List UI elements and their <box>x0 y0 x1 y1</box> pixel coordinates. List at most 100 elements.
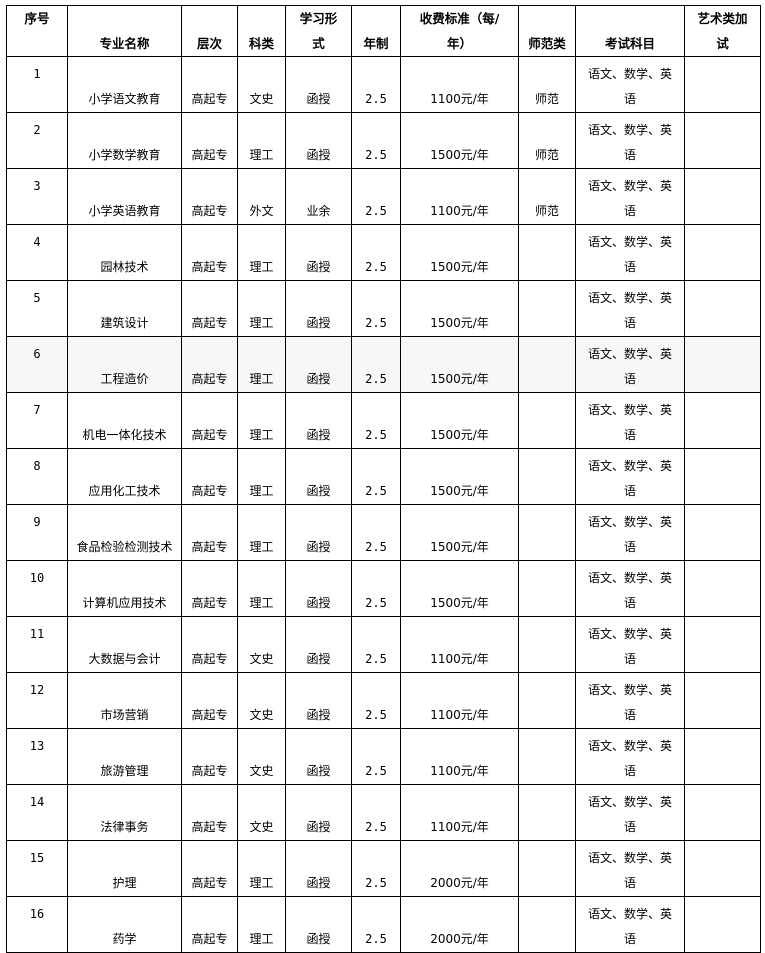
header-art-line2: 试 <box>716 36 729 51</box>
cell-fee: 1100元/年 <box>400 56 519 113</box>
cell-normal <box>518 224 576 281</box>
cell-years: 2.5 <box>351 280 401 337</box>
subjects-line1: 语文、数学、英 <box>587 739 672 753</box>
cell-no: 15 <box>6 840 68 897</box>
cell-category: 文史 <box>237 728 286 785</box>
subjects-line1: 语文、数学、英 <box>587 347 672 361</box>
cell-category: 理工 <box>237 896 286 953</box>
subjects-line1: 语文、数学、英 <box>587 571 672 585</box>
cell-years: 2.5 <box>351 616 401 673</box>
cell-normal <box>518 448 576 505</box>
cell-fee: 2000元/年 <box>400 840 519 897</box>
cell-major: 计算机应用技术 <box>67 560 182 617</box>
subjects-line1: 语文、数学、英 <box>587 235 672 249</box>
table-row: 5 建筑设计 高起专 理工 函授 2.5 1500元/年 语文、数学、英语 <box>6 280 761 337</box>
cell-years: 2.5 <box>351 56 401 113</box>
cell-subjects: 语文、数学、英语 <box>575 280 685 337</box>
cell-level: 高起专 <box>181 224 238 281</box>
cell-years: 2.5 <box>351 896 401 953</box>
cell-no: 16 <box>6 896 68 953</box>
table-row: 8 应用化工技术 高起专 理工 函授 2.5 1500元/年 语文、数学、英语 <box>6 448 761 505</box>
table-row: 7 机电一体化技术 高起专 理工 函授 2.5 1500元/年 语文、数学、英语 <box>6 392 761 449</box>
subjects-line2: 语 <box>623 484 636 498</box>
cell-no: 10 <box>6 560 68 617</box>
subjects-line2: 语 <box>623 260 636 274</box>
table-row: 15 护理 高起专 理工 函授 2.5 2000元/年 语文、数学、英语 <box>6 840 761 897</box>
subjects-line1: 语文、数学、英 <box>587 459 672 473</box>
cell-level: 高起专 <box>181 784 238 841</box>
cell-normal <box>518 392 576 449</box>
cell-years: 2.5 <box>351 728 401 785</box>
cell-fee: 1500元/年 <box>400 504 519 561</box>
cell-fee: 2000元/年 <box>400 896 519 953</box>
cell-subjects: 语文、数学、英语 <box>575 168 685 225</box>
subjects-line1: 语文、数学、英 <box>587 907 672 921</box>
subjects-line2: 语 <box>623 204 636 218</box>
cell-years: 2.5 <box>351 504 401 561</box>
cell-no: 12 <box>6 672 68 729</box>
cell-major: 大数据与会计 <box>67 616 182 673</box>
cell-subjects: 语文、数学、英语 <box>575 560 685 617</box>
cell-mode: 函授 <box>285 672 352 729</box>
subjects-line2: 语 <box>623 428 636 442</box>
table-row: 14 法律事务 高起专 文史 函授 2.5 1100元/年 语文、数学、英语 <box>6 784 761 841</box>
cell-mode: 函授 <box>285 112 352 169</box>
table-row: 9 食品检验检测技术 高起专 理工 函授 2.5 1500元/年 语文、数学、英语 <box>6 504 761 561</box>
cell-mode: 函授 <box>285 896 352 953</box>
header-no: 序号 <box>6 5 68 57</box>
cell-years: 2.5 <box>351 840 401 897</box>
cell-major: 护理 <box>67 840 182 897</box>
table-row: 4 园林技术 高起专 理工 函授 2.5 1500元/年 语文、数学、英语 <box>6 224 761 281</box>
cell-mode: 函授 <box>285 784 352 841</box>
cell-mode: 函授 <box>285 728 352 785</box>
subjects-line1: 语文、数学、英 <box>587 795 672 809</box>
table-row: 3 小学英语教育 高起专 外文 业余 2.5 1100元/年 师范 语文、数学、英语 <box>6 168 761 225</box>
cell-major: 药学 <box>67 896 182 953</box>
cell-major: 建筑设计 <box>67 280 182 337</box>
cell-level: 高起专 <box>181 280 238 337</box>
cell-category: 理工 <box>237 224 286 281</box>
table-row: 10 计算机应用技术 高起专 理工 函授 2.5 1500元/年 语文、数学、英语 <box>6 560 761 617</box>
cell-level: 高起专 <box>181 336 238 393</box>
cell-fee: 1100元/年 <box>400 672 519 729</box>
header-fee-line2: 年） <box>446 36 472 51</box>
cell-art <box>684 560 761 617</box>
cell-category: 理工 <box>237 448 286 505</box>
cell-category: 文史 <box>237 616 286 673</box>
cell-level: 高起专 <box>181 840 238 897</box>
subjects-line2: 语 <box>623 652 636 666</box>
cell-no: 2 <box>6 112 68 169</box>
cell-category: 理工 <box>237 504 286 561</box>
cell-years: 2.5 <box>351 560 401 617</box>
cell-no: 5 <box>6 280 68 337</box>
header-years: 年制 <box>351 5 401 57</box>
cell-fee: 1100元/年 <box>400 616 519 673</box>
cell-mode: 函授 <box>285 336 352 393</box>
cell-years: 2.5 <box>351 448 401 505</box>
cell-art <box>684 392 761 449</box>
cell-normal: 师范 <box>518 168 576 225</box>
table-row: 13 旅游管理 高起专 文史 函授 2.5 1100元/年 语文、数学、英语 <box>6 728 761 785</box>
cell-subjects: 语文、数学、英语 <box>575 616 685 673</box>
cell-no: 11 <box>6 616 68 673</box>
cell-mode: 业余 <box>285 168 352 225</box>
cell-category: 理工 <box>237 840 286 897</box>
cell-art <box>684 112 761 169</box>
header-category: 科类 <box>237 5 286 57</box>
header-level: 层次 <box>181 5 238 57</box>
cell-major: 食品检验检测技术 <box>67 504 182 561</box>
cell-fee: 1500元/年 <box>400 560 519 617</box>
cell-mode: 函授 <box>285 616 352 673</box>
cell-level: 高起专 <box>181 112 238 169</box>
cell-fee: 1500元/年 <box>400 112 519 169</box>
cell-no: 8 <box>6 448 68 505</box>
cell-category: 理工 <box>237 392 286 449</box>
cell-normal <box>518 560 576 617</box>
cell-normal <box>518 896 576 953</box>
header-mode-line1: 学习形 <box>299 11 338 26</box>
subjects-line2: 语 <box>623 708 636 722</box>
header-art-line1: 艺术类加 <box>697 11 748 26</box>
cell-mode: 函授 <box>285 224 352 281</box>
cell-mode: 函授 <box>285 560 352 617</box>
cell-level: 高起专 <box>181 560 238 617</box>
